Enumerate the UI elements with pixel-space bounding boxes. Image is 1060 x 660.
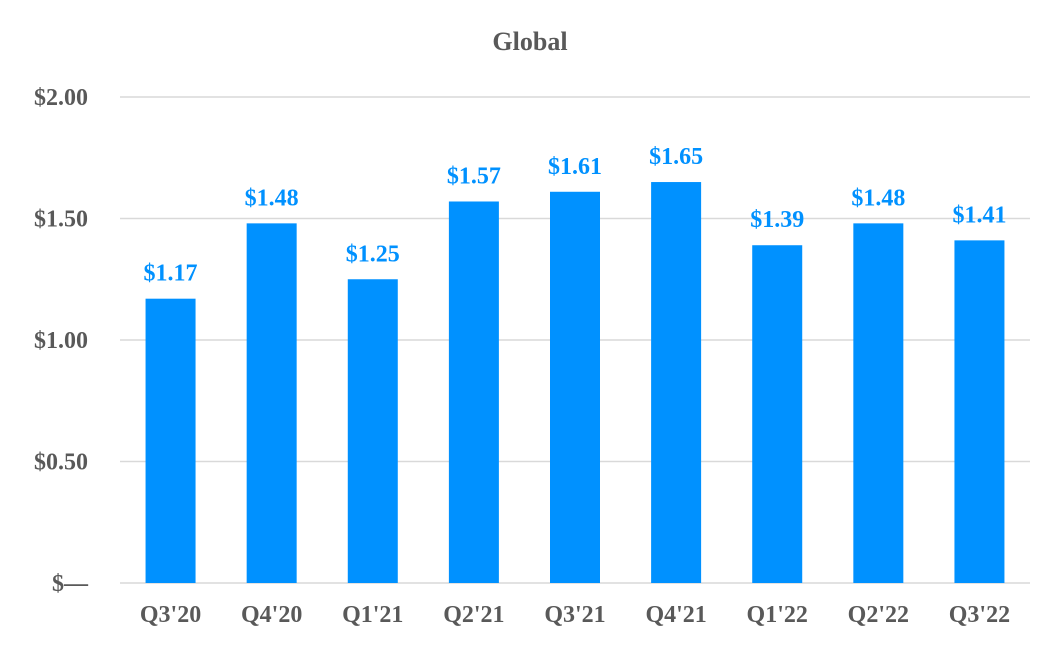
data-label: $1.41	[952, 202, 1006, 228]
bar	[651, 182, 702, 584]
bar	[954, 240, 1005, 583]
x-tick-label: Q1'22	[747, 602, 808, 628]
x-tick-label: Q2'21	[443, 602, 504, 628]
x-tick-label: Q4'21	[645, 602, 706, 628]
data-label: $1.57	[447, 163, 501, 189]
bar	[853, 223, 904, 584]
data-label: $1.65	[649, 144, 703, 170]
bar	[448, 201, 499, 584]
x-tick-label: Q3'20	[140, 602, 201, 628]
bar	[550, 191, 600, 583]
chart-title: Global	[492, 27, 567, 56]
y-tick-label: $0.50	[34, 450, 88, 476]
y-tick-label: $1.00	[34, 328, 88, 354]
y-tick-label: $1.50	[34, 207, 88, 233]
data-labels: $1.17 $1.48 $1.25 $1.57 $1.61 $1.65 $1.39 $1.48…	[144, 144, 1007, 287]
x-tick-label: Q3'21	[544, 602, 605, 628]
data-label: $1.48	[245, 185, 299, 211]
x-tick-label: Q2'22	[848, 602, 909, 628]
y-tick-label: $—	[52, 571, 89, 597]
data-label: $1.39	[750, 207, 804, 233]
bars	[145, 182, 1005, 584]
y-tick-label: $2.00	[34, 85, 88, 111]
bar	[246, 223, 297, 584]
y-axis-ticks: $— $0.50 $1.00 $1.50 $2.00	[34, 85, 89, 597]
data-label: $1.61	[548, 154, 602, 180]
data-label: $1.48	[851, 185, 905, 211]
bar	[752, 245, 803, 584]
data-label: $1.17	[144, 261, 198, 287]
data-label: $1.25	[346, 241, 400, 267]
x-tick-label: Q3'22	[949, 602, 1010, 628]
x-tick-label: Q1'21	[342, 602, 403, 628]
x-axis-ticks: Q3'20 Q4'20 Q1'21 Q2'21 Q3'21 Q4'21 Q1'22 Q2'22…	[140, 602, 1010, 628]
x-tick-label: Q4'20	[241, 602, 302, 628]
bar	[145, 298, 196, 583]
bar	[347, 279, 398, 583]
